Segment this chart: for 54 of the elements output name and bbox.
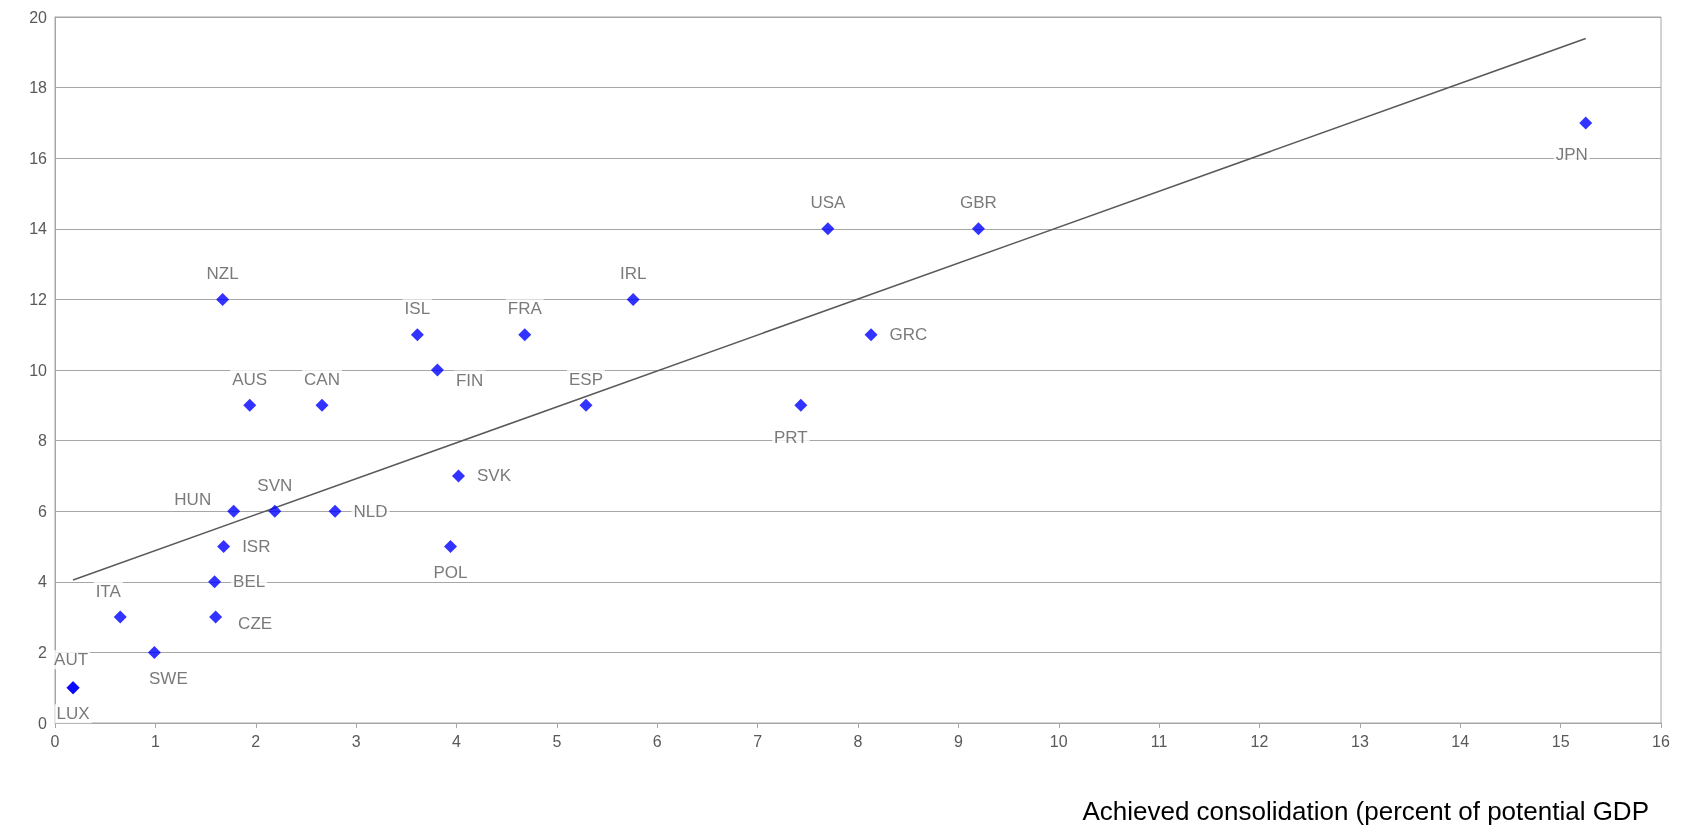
y-tick-label: 0 xyxy=(38,714,48,732)
data-label: ISL xyxy=(404,299,431,319)
x-tick-label: 9 xyxy=(953,732,963,750)
data-label: PRT xyxy=(773,427,808,447)
data-label: SVN xyxy=(257,475,293,495)
x-tick-label: 16 xyxy=(1652,732,1670,750)
y-tick-label: 10 xyxy=(29,361,48,379)
x-tick-label: 12 xyxy=(1250,732,1269,750)
data-label: AUS xyxy=(232,369,268,389)
y-tick-label: 14 xyxy=(29,220,48,238)
data-label: NZL xyxy=(206,263,239,283)
x-tick-label: 7 xyxy=(753,732,763,750)
x-tick-label: 6 xyxy=(652,732,662,750)
data-label: FIN xyxy=(455,370,484,390)
y-tick-label: 8 xyxy=(38,432,48,450)
x-tick-label: 0 xyxy=(50,732,60,750)
data-label: FRA xyxy=(507,299,543,319)
data-label: IRL xyxy=(619,263,647,283)
data-label: GRC xyxy=(889,325,928,345)
y-tick-label: 6 xyxy=(38,502,48,520)
x-tick-label: 1 xyxy=(150,732,160,750)
data-label: ITA xyxy=(95,581,122,601)
data-label: SWE xyxy=(149,668,188,688)
data-label: JPN xyxy=(1555,145,1588,165)
x-tick-label: 4 xyxy=(452,732,462,750)
x-tick-label: 8 xyxy=(853,732,863,750)
data-label: ISR xyxy=(242,537,271,556)
y-tick-label: 20 xyxy=(29,8,48,26)
x-tick-label: 2 xyxy=(251,732,261,750)
data-label: CAN xyxy=(304,369,340,389)
x-tick-label: 3 xyxy=(351,732,361,750)
data-label: ESP xyxy=(568,369,603,389)
x-tick-label: 10 xyxy=(1049,732,1068,750)
y-tick-label: 16 xyxy=(29,149,48,167)
data-label: HUN xyxy=(174,489,212,509)
x-tick-label: 15 xyxy=(1551,732,1570,750)
data-label: SVK xyxy=(477,466,512,486)
x-tick-label: 13 xyxy=(1350,732,1369,750)
data-label: USA xyxy=(810,193,847,213)
y-tick-label: 4 xyxy=(38,573,48,591)
y-tick-label: 18 xyxy=(29,79,48,97)
data-label: AUT xyxy=(54,650,89,670)
data-label: NLD xyxy=(353,501,388,521)
data-label: LUX xyxy=(56,704,90,724)
data-label: POL xyxy=(433,563,468,582)
x-axis-title: Achieved consolidation (percent of potential GDP xyxy=(1082,796,1649,826)
x-tick-label: 11 xyxy=(1150,732,1168,750)
data-label: CZE xyxy=(238,613,273,633)
y-tick-label: 12 xyxy=(29,290,48,308)
x-tick-label: 5 xyxy=(552,732,562,750)
y-tick-label: 2 xyxy=(38,643,48,661)
data-label: BEL xyxy=(233,572,266,592)
x-tick-label: 14 xyxy=(1451,732,1470,750)
data-label: GBR xyxy=(960,193,997,213)
